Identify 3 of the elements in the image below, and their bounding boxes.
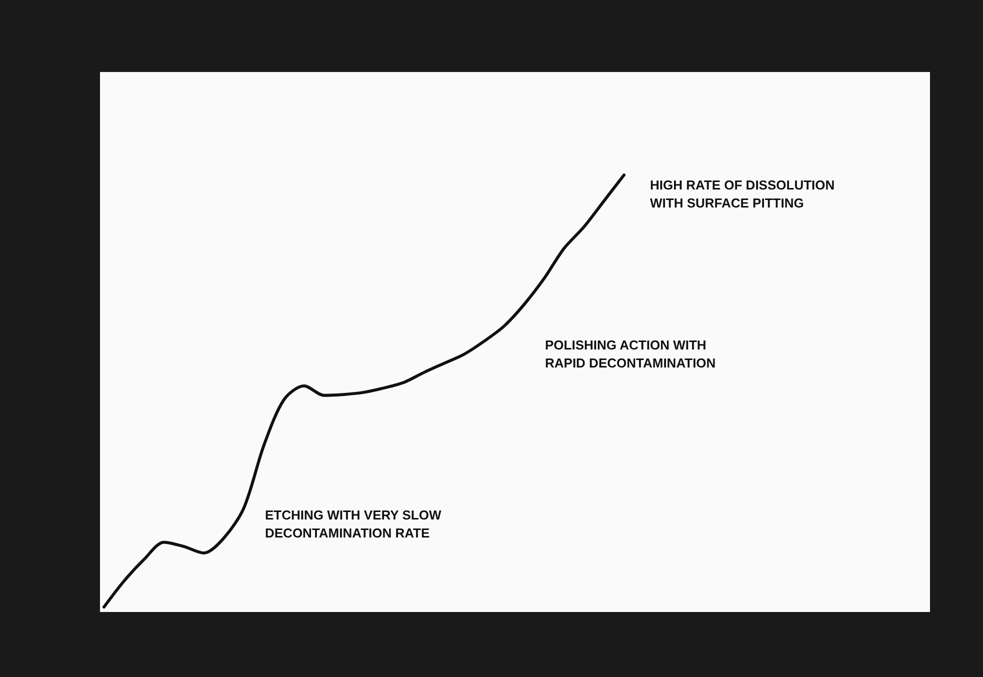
annotation: ETCHING WITH VERY SLOW DECONTAMINATION RATE: [265, 508, 442, 540]
text: HIGH RATE OF DISSOLUTION WITH SURFACE PITTING: [650, 178, 835, 210]
annotation: POLISHING ACTION WITH RAPID DECONTAMINATION: [545, 338, 716, 370]
